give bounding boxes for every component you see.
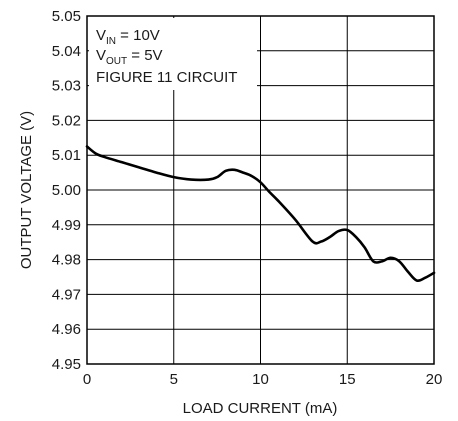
y-tick-label-6: 5.01: [52, 147, 81, 164]
y-axis-label: OUTPUT VOLTAGE (V): [18, 111, 35, 269]
annotation-box: VIN = 10V VOUT = 5V FIGURE 11 CIRCUIT: [89, 18, 257, 90]
y-tick-label-9: 5.04: [52, 43, 81, 60]
x-tick-label-3: 15: [339, 371, 356, 388]
y-tick-label-8: 5.03: [52, 78, 81, 95]
y-tick-label-0: 4.95: [52, 356, 81, 373]
series-layer: [85, 145, 436, 282]
y-tick-label-7: 5.02: [52, 112, 81, 129]
annotation-background: [89, 18, 257, 90]
x-tick-label-1: 5: [170, 371, 178, 388]
y-tick-label-5: 5.00: [52, 182, 81, 199]
y-tick-label-2: 4.97: [52, 286, 81, 303]
series-line-0: [85, 145, 436, 282]
x-tick-label-4: 20: [426, 371, 443, 388]
y-tick-label-4: 4.99: [52, 217, 81, 234]
annotation-circuit: FIGURE 11 CIRCUIT: [96, 69, 237, 86]
y-tick-label-3: 4.98: [52, 252, 81, 269]
x-axis-label: LOAD CURRENT (mA): [183, 400, 338, 417]
tick-labels: 0 5 10 15 20 4.95 4.96 4.97 4.98 4.99 5.00 5.01 5.02…: [52, 8, 443, 388]
x-tick-label-2: 10: [252, 371, 269, 388]
plot-frame: [86, 15, 435, 365]
y-tick-label-10: 5.05: [52, 8, 81, 25]
x-tick-label-0: 0: [83, 371, 91, 388]
y-tick-label-1: 4.96: [52, 321, 81, 338]
annotation-vout: VOUT = 5V: [96, 47, 163, 67]
annotation-vin: VIN = 10V: [96, 27, 160, 47]
